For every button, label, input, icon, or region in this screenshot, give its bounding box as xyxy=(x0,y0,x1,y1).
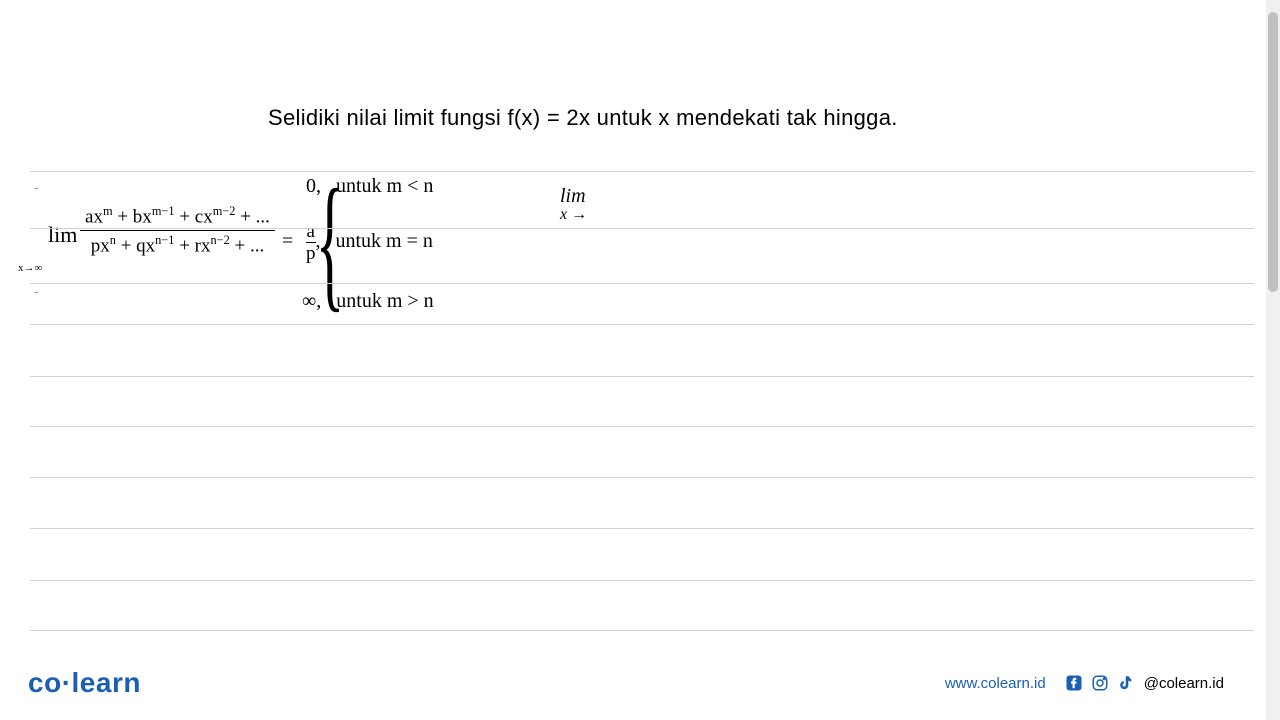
colearn-logo: co·learn xyxy=(28,667,141,699)
facebook-icon xyxy=(1064,673,1084,693)
ruled-line xyxy=(30,630,1254,631)
case2-den: p xyxy=(306,244,316,263)
case1-value: 0, xyxy=(306,175,321,197)
fraction-numerator: axm + bxm−1 + cxm−2 + ... xyxy=(80,204,275,228)
case2-comma: , xyxy=(316,230,321,252)
ruled-line xyxy=(30,580,1254,581)
social-icons: @colearn.id xyxy=(1064,673,1224,693)
ruled-line xyxy=(30,426,1254,427)
lim-label: lim xyxy=(48,222,77,247)
question-text: Selidiki nilai limit fungsi f(x) = 2x un… xyxy=(268,105,898,131)
content-area: Selidiki nilai limit fungsi f(x) = 2x un… xyxy=(0,0,1266,720)
ruled-line xyxy=(30,283,1254,284)
rational-fraction: axm + bxm−1 + cxm−2 + ... pxn + qxn−1 + … xyxy=(80,204,275,258)
vertical-scrollbar[interactable] xyxy=(1266,0,1280,720)
logo-learn: learn xyxy=(72,667,141,698)
scrollbar-thumb[interactable] xyxy=(1268,12,1278,292)
ruled-line xyxy=(30,324,1254,325)
ruled-line xyxy=(30,477,1254,478)
handwritten-line1: lim xyxy=(560,185,587,208)
handwritten-line2: x → xyxy=(560,206,587,224)
instagram-icon xyxy=(1090,673,1110,693)
tiktok-icon xyxy=(1116,673,1136,693)
case-row-1: 0, untuk m < n xyxy=(306,175,433,198)
case1-condition: untuk m < n xyxy=(336,175,433,197)
handwritten-note: lim x → xyxy=(560,185,587,224)
equals-sign: = xyxy=(282,230,293,253)
ruled-line xyxy=(30,528,1254,529)
ruled-line xyxy=(30,228,1254,229)
case3-condition: untuk m > n xyxy=(336,290,433,312)
logo-dot: · xyxy=(62,667,72,698)
bullet-dash: - xyxy=(34,283,39,299)
fraction-line xyxy=(80,230,275,231)
case2-condition: untuk m = n xyxy=(336,230,433,252)
fraction-denominator: pxn + qxn−1 + rxn−2 + ... xyxy=(80,233,275,257)
logo-co: co xyxy=(28,667,62,698)
case2-num: a xyxy=(306,222,316,241)
social-handle: @colearn.id xyxy=(1144,675,1224,692)
ruled-line xyxy=(30,171,1254,172)
ruled-line xyxy=(30,376,1254,377)
case-row-3: ∞, untuk m > n xyxy=(302,290,434,313)
footer-right: www.colearn.id @colearn.id xyxy=(945,673,1224,693)
lim-subscript: x→∞ xyxy=(18,262,42,274)
footer: co·learn www.colearn.id @colearn.id xyxy=(0,658,1252,708)
bullet-dash: - xyxy=(34,179,39,195)
limit-formula: - - lim x→∞ axm + bxm−1 + cxm−2 + ... px… xyxy=(44,175,444,320)
website-url: www.colearn.id xyxy=(945,675,1046,692)
case3-value: ∞, xyxy=(302,290,321,312)
